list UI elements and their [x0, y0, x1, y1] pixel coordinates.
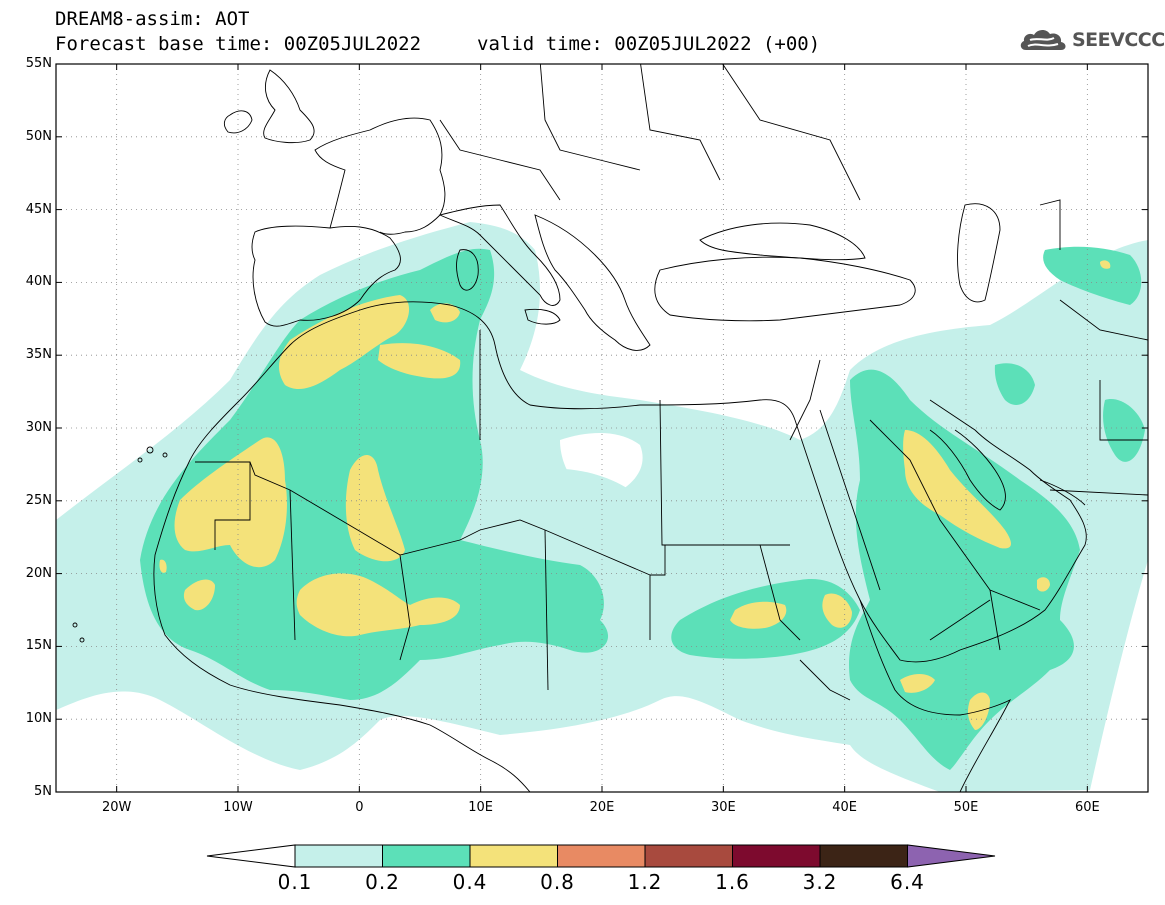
colorbar-segment: [732, 844, 821, 868]
lon-label: 20E: [589, 800, 615, 815]
lat-label: 25N: [25, 492, 52, 508]
colorbar-label: 0.1: [277, 870, 313, 894]
colorbar-label: 0.2: [365, 870, 400, 894]
lon-label: 60E: [1074, 800, 1100, 815]
colorbar-segment: [819, 844, 908, 868]
colorbar-label: 1.6: [715, 870, 750, 894]
seevccc-logo: SEEVCCC: [1018, 26, 1165, 56]
lat-label: 45N: [25, 201, 52, 217]
lon-label: 10E: [468, 800, 494, 815]
lon-label: 50E: [953, 800, 979, 815]
lat-label: 20N: [25, 565, 52, 581]
cloud-icon: [1020, 29, 1066, 50]
colorbar-segment: [644, 844, 733, 868]
axis-ticks: [56, 63, 1148, 793]
lon-label: 10W: [223, 800, 253, 815]
aot-level-0.4: [159, 260, 1111, 730]
colorbar-label: 3.2: [802, 870, 838, 894]
lon-label: 30E: [710, 800, 736, 815]
colorbar-segment: [382, 844, 471, 868]
map-title: DREAM8-assim: AOT: [55, 8, 250, 30]
lat-label: 30N: [25, 420, 52, 435]
forecast-base-time: Forecast base time: 00Z05JUL2022: [55, 33, 422, 55]
lon-label: 40E: [832, 800, 858, 815]
colorbar-arrow-high: [907, 844, 996, 868]
lon-label: 20W: [101, 800, 132, 815]
colorbar-label: 6.4: [890, 870, 925, 894]
logo-text: SEEVCCC: [1072, 29, 1165, 51]
colorbar: [206, 844, 996, 868]
lat-label: 15N: [25, 638, 52, 654]
lon-label: 0: [355, 800, 364, 815]
coastlines: [72, 64, 1148, 792]
aot-field: [56, 222, 1148, 792]
graticule: [56, 64, 1148, 792]
lat-label: 55N: [25, 56, 52, 71]
lat-label: 5N: [34, 784, 52, 799]
valid-time: valid time: 00Z05JUL2022 (+00): [477, 33, 821, 55]
colorbar-label: 0.4: [452, 870, 488, 894]
lat-label: 35N: [25, 347, 52, 363]
colorbar-segment: [469, 844, 558, 868]
colorbar-segment: [294, 844, 383, 868]
lat-label: 40N: [25, 274, 52, 290]
colorbar-label: 1.2: [627, 870, 663, 894]
colorbar-arrow-low: [206, 844, 296, 868]
lat-label: 10N: [25, 711, 52, 727]
lat-label: 50N: [25, 128, 52, 144]
colorbar-segment: [557, 844, 646, 868]
colorbar-label: 0.8: [540, 870, 575, 894]
